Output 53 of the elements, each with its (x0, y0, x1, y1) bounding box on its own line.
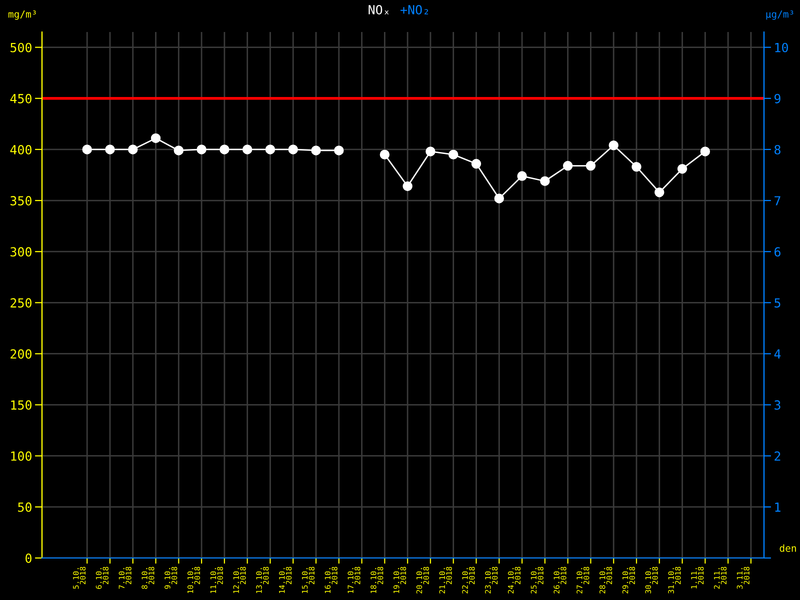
chart-subtitle: +NO₂ (400, 5, 428, 14)
point (448, 150, 458, 160)
y2-tick-label: 9 (774, 94, 780, 104)
point (494, 194, 504, 204)
y-tick-label: 250 (10, 298, 32, 308)
y-tick-label: 50 (18, 502, 32, 512)
point (265, 144, 276, 154)
y-tick-label: 0 (26, 554, 32, 563)
chart-title: NOₓ (368, 5, 389, 14)
point (196, 144, 206, 154)
point (380, 150, 390, 160)
y-tick-label: 400 (10, 144, 32, 154)
y-tick-label: 200 (10, 349, 32, 359)
y-tick-label: 100 (11, 451, 32, 461)
point (700, 146, 710, 156)
point (654, 187, 664, 198)
y2-tick-label: 7 (774, 196, 780, 206)
x-axis-title: den (780, 544, 796, 552)
y2-axis-title: µg/m³ (766, 10, 794, 20)
point (150, 133, 161, 144)
y2-tick-label: 4 (774, 349, 781, 359)
y2-tick-label: 8 (774, 144, 780, 154)
y-tick-label: 300 (10, 247, 32, 257)
point (517, 171, 527, 181)
point (586, 160, 596, 171)
y2-tick-label: 1 (775, 502, 780, 512)
point (288, 144, 298, 154)
point (128, 144, 138, 154)
point (105, 144, 115, 154)
y2-tick-label: 3 (774, 400, 780, 410)
point (632, 162, 642, 172)
point (311, 146, 321, 156)
y2-tick-label: 10 (775, 42, 788, 52)
point (334, 146, 344, 156)
point (426, 146, 436, 156)
y-tick-label: 450 (10, 94, 32, 104)
point (220, 144, 230, 154)
point (402, 181, 412, 192)
point (608, 140, 618, 150)
y2-tick-label: 6 (774, 247, 780, 257)
point (471, 158, 482, 169)
y2-tick-label: 2 (774, 451, 780, 461)
y-tick-label: 500 (10, 42, 32, 52)
y2-tick-label: 5 (774, 298, 780, 308)
point (677, 164, 688, 174)
y-axis-title: mg/m³ (8, 10, 36, 20)
point (562, 160, 573, 171)
point (174, 146, 184, 156)
point (242, 144, 252, 154)
point (540, 176, 550, 186)
y-tick-label: 350 (10, 196, 32, 206)
y-tick-label: 150 (11, 400, 32, 410)
point (82, 144, 92, 154)
